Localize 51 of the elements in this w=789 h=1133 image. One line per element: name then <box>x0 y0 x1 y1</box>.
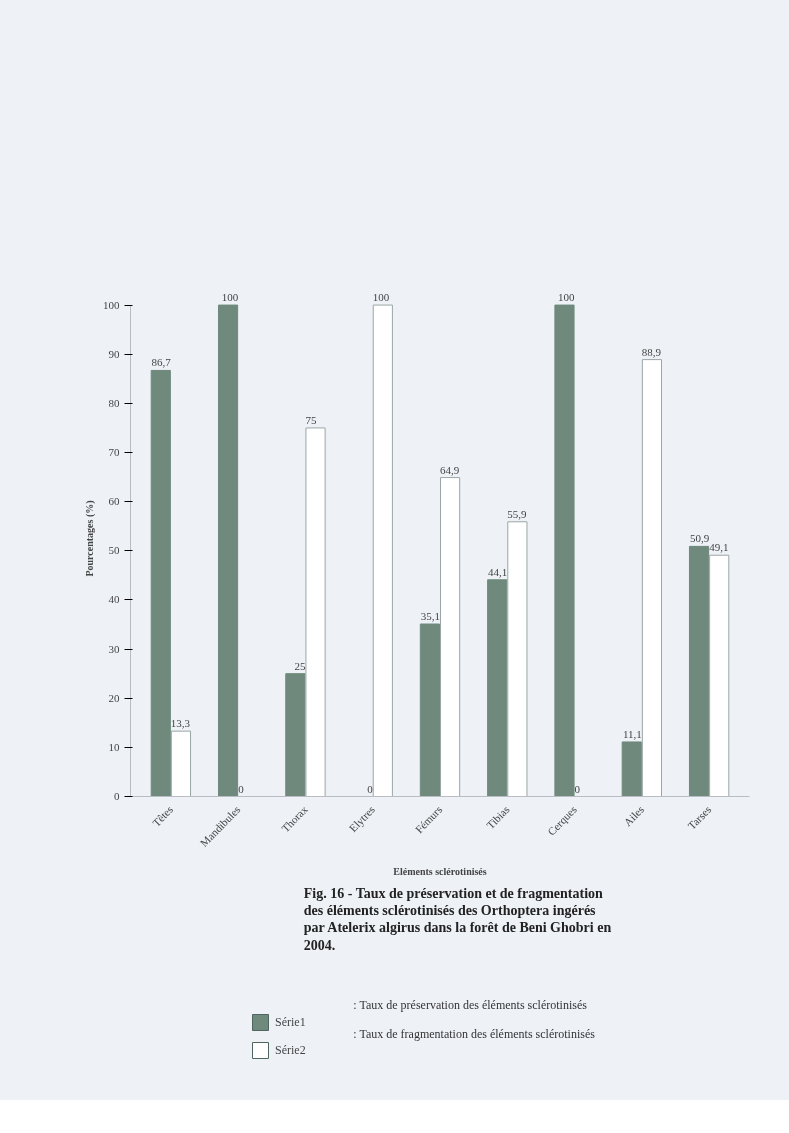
bar <box>170 730 192 797</box>
legend-label: Série1 <box>275 1014 306 1030</box>
data-label: 13,3 <box>170 717 191 730</box>
data-label: 50,9 <box>689 532 710 545</box>
data-label: 100 <box>558 291 576 304</box>
data-label: 0 <box>367 782 374 795</box>
data-label: 35,1 <box>420 610 440 623</box>
y-tick-label: 70 <box>108 446 120 458</box>
data-label: 55,9 <box>507 507 528 520</box>
data-label: 64,9 <box>440 463 460 476</box>
bar <box>150 369 171 797</box>
data-label: 44,1 <box>488 565 508 578</box>
y-tick-label: 50 <box>108 544 120 557</box>
y-tick-label: 30 <box>108 642 120 655</box>
text: Fig. 16 - Taux de préservation et de fragmentation des éléments sclérotinisés des Orthoptera ingérés par Atelerix algirus dans la forêt de Beni Ghobri en 2004. <box>303 885 612 953</box>
y-tick-label: 100 <box>103 298 120 311</box>
y-tick-label: 90 <box>108 347 120 360</box>
data-label: 0 <box>574 782 581 795</box>
y-tick-label: 0 <box>114 790 120 802</box>
y-tick-label: 40 <box>108 593 120 606</box>
bar <box>621 741 642 797</box>
bar <box>217 304 239 797</box>
bar <box>487 579 508 797</box>
data-label: 100 <box>221 291 239 304</box>
bar <box>372 304 393 797</box>
text: : Taux de préservation des éléments sclérotinisés <box>353 997 588 1012</box>
data-label: 25 <box>294 659 306 672</box>
y-axis-title: Pourcentages (%) <box>84 500 96 577</box>
bar <box>285 673 306 797</box>
data-label: 11,1 <box>623 727 642 740</box>
bar <box>305 427 326 797</box>
x-axis-title: Eléments sclérotinisés <box>393 866 487 878</box>
bar <box>440 477 461 797</box>
y-tick-label: 60 <box>108 495 120 508</box>
bar <box>507 521 528 797</box>
data-label: 100 <box>372 291 390 304</box>
y-tick-label: 80 <box>108 396 120 409</box>
data-label: 86,7 <box>151 356 172 369</box>
text: : Taux de fragmentation des éléments sclérotinisés <box>353 1026 596 1041</box>
y-tick-label: 20 <box>108 691 120 704</box>
data-label: 0 <box>238 782 245 795</box>
bar <box>419 623 440 797</box>
data-label: 88,9 <box>641 345 662 358</box>
y-tick-label: 10 <box>108 740 120 753</box>
bar <box>709 554 730 797</box>
bar <box>641 359 663 797</box>
bar <box>688 545 710 797</box>
data-label: 49,1 <box>709 541 729 554</box>
bar <box>554 304 575 797</box>
legend-label: Série2 <box>275 1042 306 1058</box>
data-label: 75 <box>305 413 317 426</box>
